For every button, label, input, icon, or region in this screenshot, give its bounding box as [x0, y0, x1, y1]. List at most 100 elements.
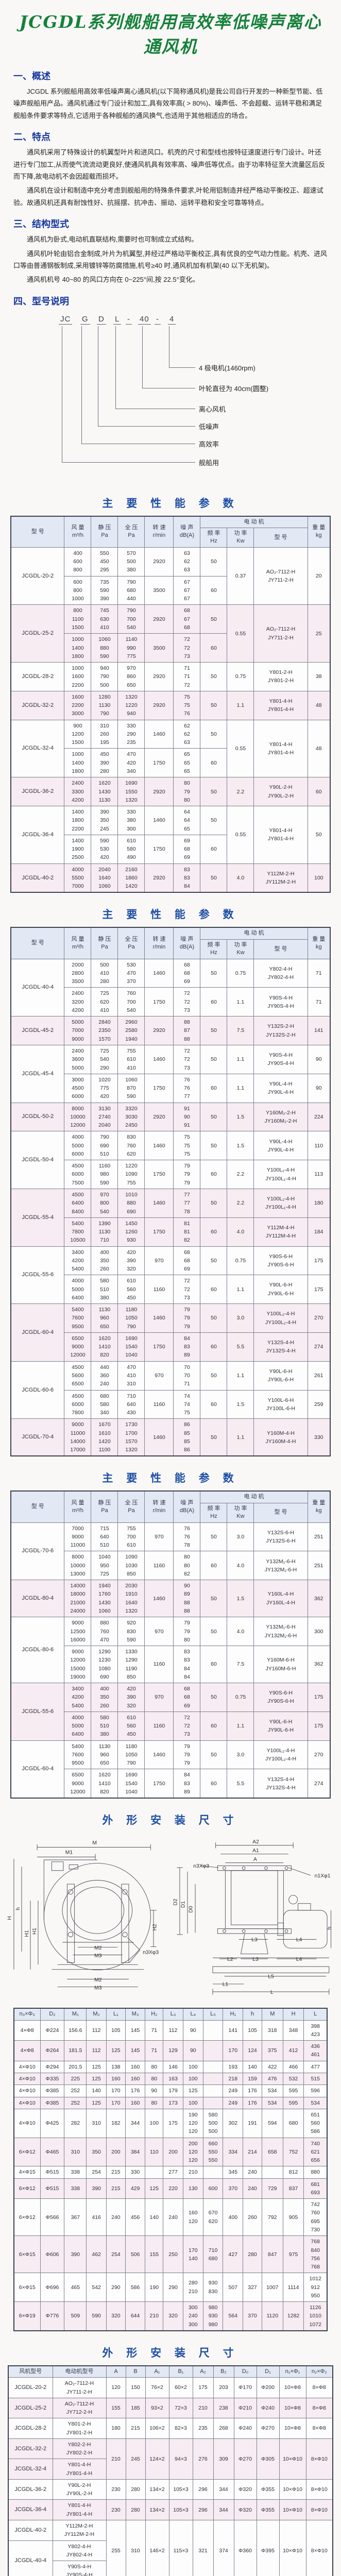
dim-cell: 594: [261, 2108, 283, 2138]
total-pressure-cell: 3320 3030 2450: [117, 1102, 145, 1132]
fan-model-cell: JCGDL-28-2: [8, 2418, 53, 2439]
noise-cell: 75 75 76: [173, 690, 201, 720]
table-row: JCGDL-32-2 1600 2200 3000 1280 1130 790 1320 122…: [10, 690, 331, 720]
dim-cell: 181.5: [64, 2040, 87, 2061]
speed-cell: 1750: [144, 1217, 174, 1247]
dim-cell: 218: [223, 2072, 244, 2086]
motor-model-cell: Y132S-4-H JY132S-4-H: [253, 1332, 308, 1362]
speed-cell: 2920: [144, 1102, 174, 1132]
dim-cell: 160: [106, 2072, 126, 2086]
table-header: 风机型号 电动机型号 A B A₁ B₁ A₂ B₂ D₀ D₁ n₁×Φ₁ n₂×Φ₂: [8, 2365, 333, 2378]
noise-cell: 88 87 88: [173, 1016, 201, 1045]
table-row: 4500 6000 7500 1160 980 590 1220 1090 755 1750 79 7…: [11, 1160, 331, 1189]
weight-cell: 251: [307, 1522, 331, 1552]
total-pressure-cell: 755 700 610: [117, 1522, 145, 1552]
dim-cell: Φ355: [256, 2479, 280, 2500]
dim-cell: 6×Φ12: [13, 2178, 41, 2199]
dim-cell: 327: [243, 2273, 262, 2302]
column-header: 型 号: [253, 939, 308, 959]
column-header: h: [243, 2008, 262, 2021]
column-header: 型 号: [10, 1490, 65, 1523]
column-header: A: [106, 2365, 126, 2378]
dim-cell: 170: [106, 2084, 126, 2097]
dim-cell: 532: [282, 2072, 304, 2086]
dim-cell: Φ335: [40, 2072, 65, 2086]
table-row: JCGDL-36-2 2400 3300 4200 1620 1430 1130 1690 15…: [10, 777, 331, 807]
speed-cell: 970: [144, 1683, 174, 1712]
noise-cell: 72 72 73: [173, 987, 201, 1017]
dim-cell: 507: [223, 2273, 244, 2302]
total-pressure-cell: 1730 1700 1570 1320: [117, 1418, 145, 1456]
column-header: 功 率 Kw: [227, 1502, 254, 1523]
dim-cell: 930 830: [202, 2273, 224, 2302]
dim-cell: 318: [261, 2020, 283, 2041]
frequency-cell: 50: [200, 1580, 228, 1618]
dim-cell: 249: [223, 2084, 244, 2097]
table-row: JCGDL-50-4 4000 5000 6000 790 690 510 830 760 620…: [10, 1131, 331, 1189]
dim-cell: 170 140: [182, 2235, 203, 2274]
weight-cell: 270: [307, 1303, 331, 1333]
flow-cell: 9000 11000 14000 17000: [64, 1418, 92, 1456]
frequency-cell: 60: [200, 1160, 228, 1189]
dim-cell: 94×3: [168, 2438, 193, 2480]
dim-cell: Φ320: [233, 2499, 257, 2521]
dim-cell: 124: [243, 2040, 262, 2061]
table-row: JCGDL-25-2 800 1100 1500 745 630 410 790 700 540 2…: [10, 604, 331, 663]
dim-cell: 245: [125, 2438, 146, 2480]
dim-cell: 427: [223, 2235, 244, 2274]
frequency-cell: 50: [200, 1361, 228, 1391]
total-pressure-cell: 2960 2580 1940: [117, 1016, 145, 1045]
frequency-cell: 50: [200, 547, 228, 577]
structure-heading: 三、结构型式: [13, 219, 69, 230]
total-pressure-cell: 1690 1550 1320: [117, 777, 145, 807]
dim-cell: 175: [192, 2377, 214, 2398]
motor-model-cell: AO₂-7112-H JY711-2-H: [253, 604, 308, 663]
dim-cell: 105×3: [168, 2499, 193, 2521]
dim-cell: 238: [213, 2397, 234, 2419]
static-pressure-cell: 1670 1610 1420 1100: [91, 1418, 118, 1456]
dim-cell: 344: [213, 2499, 234, 2521]
dim-cell: 163: [163, 2072, 183, 2086]
table-row: JCGDL-45-2 5000 7000 9000 2840 2350 1570 2960 25…: [10, 1016, 331, 1045]
motor-model-cell: Y801-4-H JY801-4-H: [253, 719, 308, 778]
column-header: 转 速 r/min: [144, 516, 174, 548]
dim-cell: 160: [125, 2060, 146, 2074]
dim-cell: Φ240: [233, 2418, 257, 2439]
noise-cell: 77 77 78: [173, 1188, 201, 1218]
features-heading: 二、特点: [13, 132, 50, 143]
dim-cell: 534: [303, 2096, 328, 2109]
total-pressure-cell: 1090 1030 850: [117, 1551, 145, 1581]
frequency-cell: 50: [200, 958, 228, 988]
frequency-cell: 60: [200, 748, 228, 778]
table-row: 6500 9000 12000 1620 1410 820 1690 1540 1040 1750…: [11, 1769, 331, 1799]
frequency-cell: 50: [200, 1683, 228, 1712]
flow-cell: 2000 2800 3500: [64, 958, 92, 988]
power-cell: 5.5: [227, 1769, 254, 1799]
weight-cell: 180: [307, 1188, 331, 1218]
dim-cell: 6×Φ15: [13, 2235, 41, 2274]
side-view-dim-label: L2: [227, 1957, 233, 1962]
table-row: JCGDL-32-4 Y801-4-H JY801-4-H: [8, 2459, 333, 2480]
total-pressure-cell: 330 290 235: [117, 719, 145, 749]
fan-model-cell: JCGDL-36-4: [8, 2499, 53, 2521]
dim-cell: 660 550 550: [202, 2137, 224, 2167]
dim-cell: 200: [106, 2137, 126, 2167]
front-view-dim-label: M: [92, 1840, 97, 1846]
table-row: JCGDL-55-4 4500 6400 8400 970 800 540 1010 880 69…: [10, 1188, 331, 1247]
noise-cell: 62 62 63: [173, 719, 201, 749]
weight-cell: 48: [307, 690, 331, 720]
column-header: M₃: [125, 2008, 146, 2021]
weight-cell: 362: [307, 1580, 331, 1618]
dim-cell: Φ224: [40, 2020, 65, 2041]
model-code-part: L: [113, 315, 122, 325]
column-header: 风 量 m³/h: [64, 927, 92, 959]
dim-cell: 210: [182, 2166, 203, 2179]
speed-cell: 1460: [144, 1131, 174, 1161]
table-row: 4000 5000 6400 580 510 380 610 560 450 1160 72 72 73…: [11, 1275, 331, 1304]
dim-cell: 1120: [261, 2301, 283, 2331]
dim-cell: 100: [145, 2108, 164, 2138]
dim-cell: [202, 2096, 224, 2109]
motor-model-cell: Y90L-2-H JY90L-2-H: [253, 777, 308, 807]
dim-cell: 200 120 120: [182, 2137, 203, 2167]
model-cell: JCGDL-80-4: [10, 1580, 65, 1618]
